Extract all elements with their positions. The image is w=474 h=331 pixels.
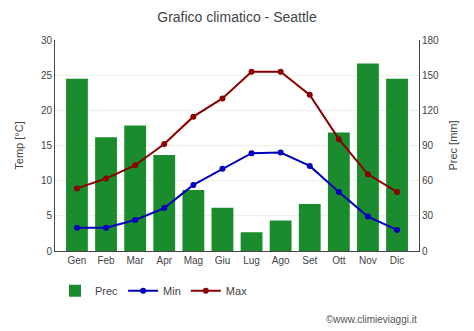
svg-text:Lug: Lug (243, 255, 260, 266)
svg-text:Set: Set (302, 255, 317, 266)
svg-text:Gen: Gen (67, 255, 86, 266)
svg-text:Max: Max (226, 285, 247, 297)
svg-text:Grafico climatico - Seattle: Grafico climatico - Seattle (157, 9, 317, 25)
svg-text:Nov: Nov (359, 255, 377, 266)
svg-text:25: 25 (41, 70, 53, 81)
svg-text:©www.climieviaggi.it: ©www.climieviaggi.it (326, 314, 417, 325)
svg-text:Temp [°C]: Temp [°C] (13, 121, 25, 169)
svg-text:Ott: Ott (332, 255, 346, 266)
svg-text:60: 60 (422, 175, 434, 186)
svg-text:Mag: Mag (184, 255, 203, 266)
svg-text:Mar: Mar (127, 255, 145, 266)
svg-text:Giu: Giu (215, 255, 231, 266)
svg-text:Prec [mm]: Prec [mm] (447, 120, 459, 170)
svg-text:0: 0 (46, 246, 52, 257)
svg-text:0: 0 (422, 246, 428, 257)
svg-text:Dic: Dic (390, 255, 404, 266)
svg-text:20: 20 (41, 105, 53, 116)
svg-text:5: 5 (46, 210, 52, 221)
svg-text:150: 150 (422, 70, 439, 81)
svg-text:180: 180 (422, 35, 439, 46)
svg-text:Min: Min (163, 285, 181, 297)
svg-text:90: 90 (422, 140, 434, 151)
svg-text:30: 30 (422, 210, 434, 221)
svg-text:Prec: Prec (95, 285, 118, 297)
svg-text:Feb: Feb (97, 255, 115, 266)
svg-text:15: 15 (41, 140, 53, 151)
svg-text:10: 10 (41, 175, 53, 186)
svg-text:Apr: Apr (156, 255, 172, 266)
svg-text:30: 30 (41, 35, 53, 46)
svg-text:120: 120 (422, 105, 439, 116)
svg-text:Ago: Ago (272, 255, 290, 266)
